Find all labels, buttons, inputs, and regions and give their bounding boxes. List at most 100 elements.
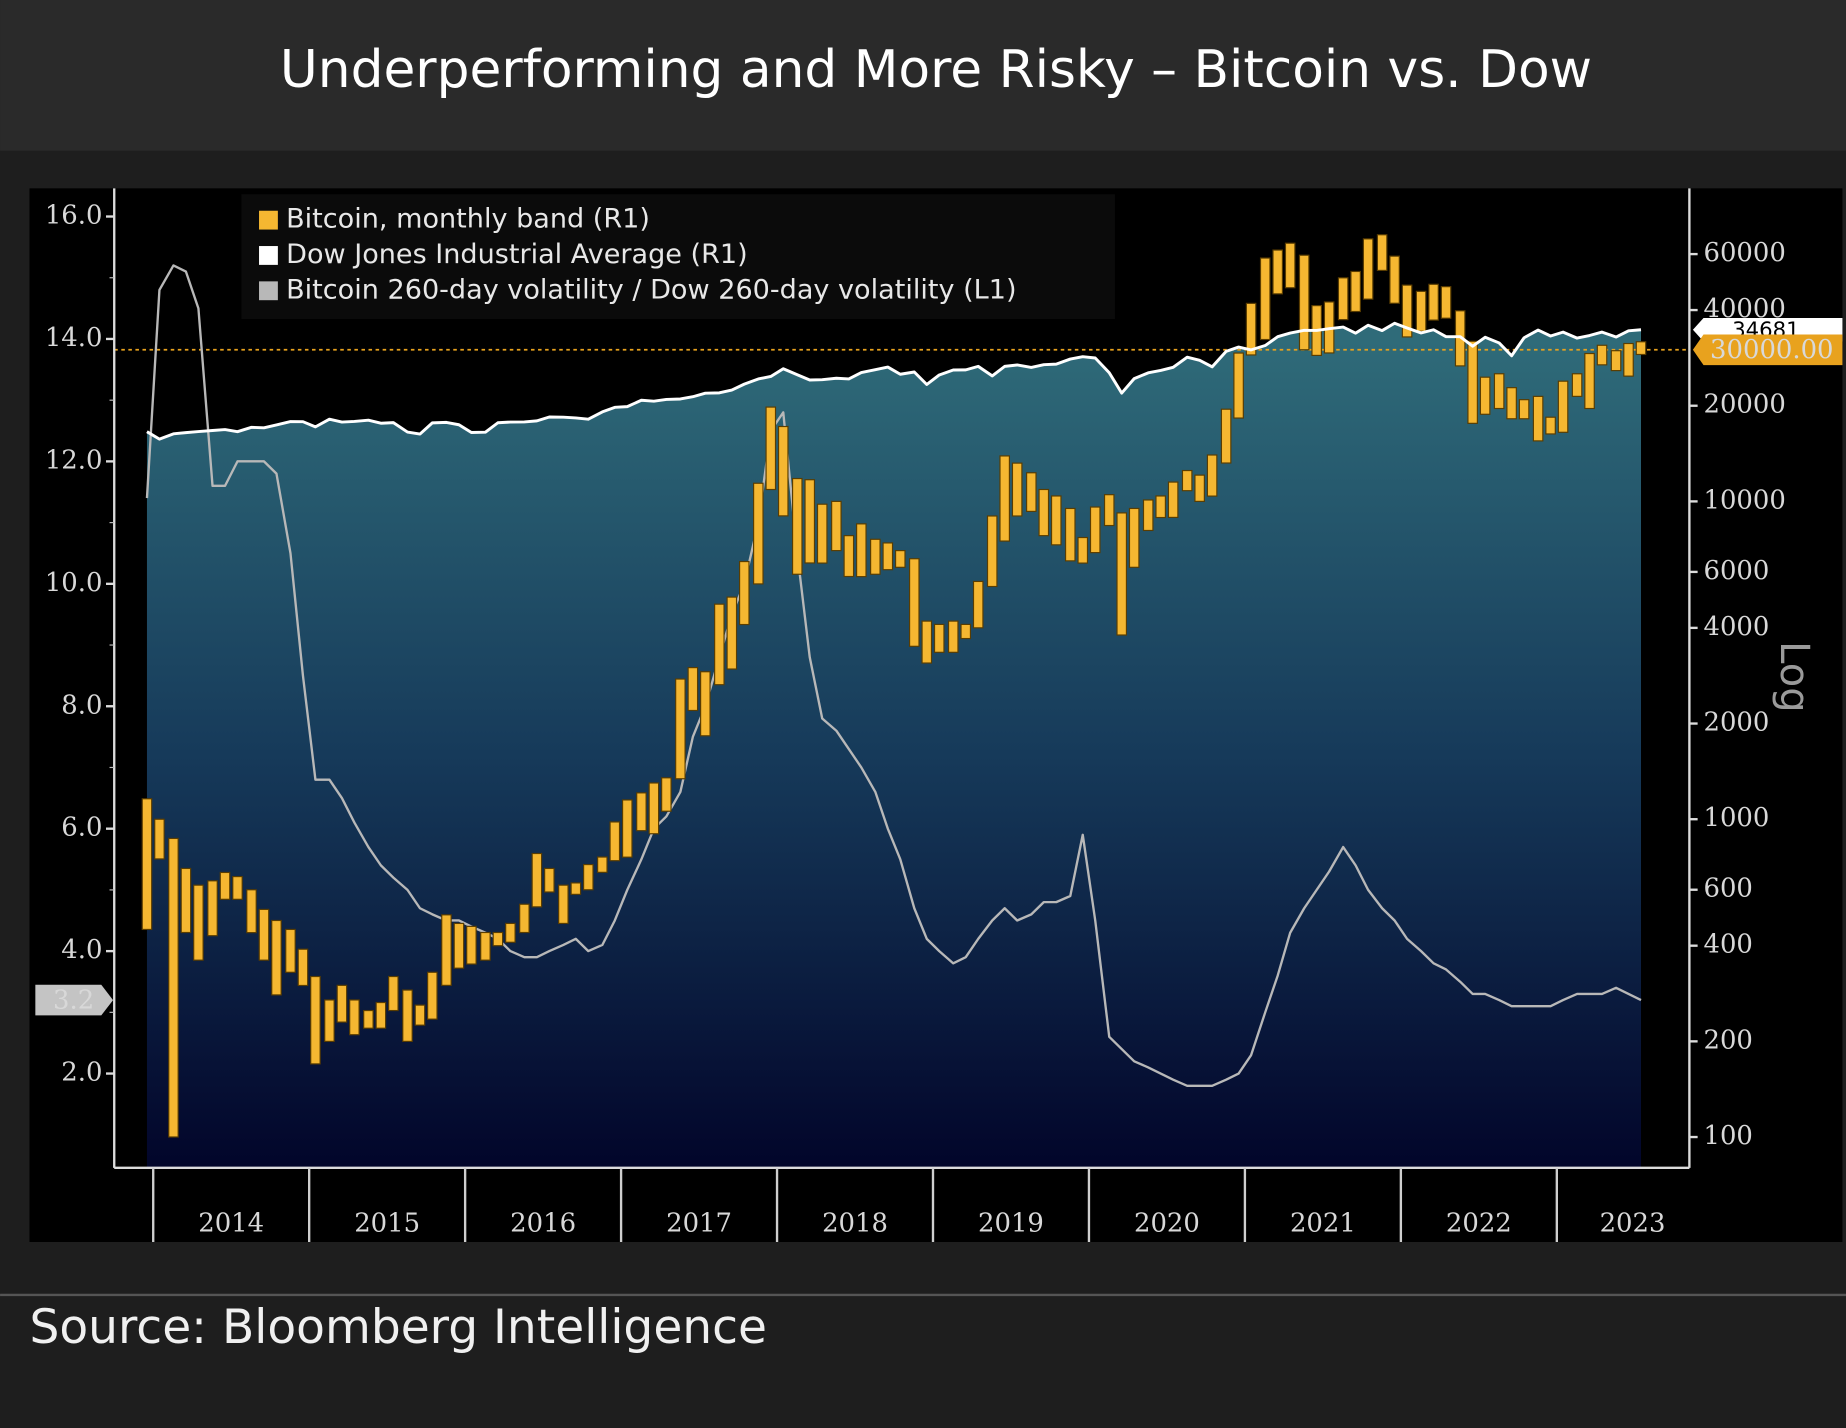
bitcoin-band: [1181, 469, 1193, 492]
last-value-box: [35, 984, 114, 1016]
bitcoin-band: [986, 515, 998, 588]
bitcoin-band: [1350, 270, 1361, 313]
bitcoin-band: [219, 871, 231, 900]
bitcoin-band: [933, 623, 945, 653]
x-tick-label: 2023: [1600, 1208, 1666, 1238]
bitcoin-band: [908, 558, 920, 647]
legend-swatch: [259, 281, 278, 301]
bitcoin-band: [714, 603, 725, 686]
bitcoin-band: [1532, 395, 1544, 442]
y2-tick-label: 60000: [1704, 238, 1786, 268]
y-tick-label: 10.0: [45, 568, 103, 598]
bitcoin-band: [1623, 342, 1634, 377]
bitcoin-band: [960, 623, 972, 640]
bitcoin-band: [1155, 495, 1166, 519]
y2-tick-label: 400: [1704, 930, 1753, 960]
bitcoin-band: [1362, 238, 1374, 300]
bitcoin-band: [1259, 257, 1271, 341]
bitcoin-band: [675, 678, 686, 780]
bitcoin-band: [207, 880, 218, 937]
bitcoin-band: [441, 914, 452, 986]
bitcoin-band: [531, 852, 543, 908]
bitcoin-band: [1245, 302, 1257, 356]
bitcoin-band: [1506, 387, 1517, 420]
bitcoin-band: [1194, 474, 1205, 502]
bitcoin-band: [661, 777, 672, 812]
bitcoin-band: [363, 1009, 374, 1029]
bitcoin-band: [1167, 481, 1179, 518]
bitcoin-band: [1557, 380, 1569, 433]
bitcoin-band: [972, 580, 984, 629]
bitcoin-band: [1233, 352, 1244, 419]
bitcoin-band: [1401, 284, 1413, 338]
bitcoin-band: [388, 975, 399, 1012]
bitcoin-band: [141, 798, 153, 931]
bitcoin-band: [1428, 283, 1439, 321]
bitcoin-band: [648, 782, 660, 835]
bitcoin-band: [1298, 254, 1310, 351]
bitcoin-band: [1077, 536, 1089, 564]
legend-label: Bitcoin, monthly band (R1): [286, 204, 650, 235]
bitcoin-band: [894, 550, 906, 568]
bitcoin-band: [791, 477, 803, 575]
bitcoin-band: [1635, 341, 1647, 356]
bitcoin-band: [1376, 234, 1388, 272]
x-tick-label: 2018: [822, 1208, 888, 1238]
bitcoin-band: [168, 837, 179, 1138]
bitcoin-band: [505, 922, 516, 943]
bitcoin-band: [324, 999, 335, 1042]
bitcoin-band: [336, 984, 348, 1023]
bitcoin-band: [1011, 462, 1023, 517]
bitcoin-band: [1089, 506, 1101, 554]
overlay: 2.0 4.0 6.0 8.0 10.0 12.0 14.0 16.0 100 200 400 600…: [35, 188, 1843, 1242]
bitcoin-band: [1571, 373, 1583, 397]
bitcoin-band: [466, 925, 477, 965]
y2-tick-label: 600: [1704, 874, 1753, 904]
y2-tick-label: 4000: [1704, 612, 1770, 642]
bitcoin-band: [816, 503, 828, 564]
bitcoin-band: [1337, 277, 1349, 321]
bitcoin-band: [870, 538, 881, 575]
y2-tick-label: 6000: [1704, 556, 1770, 586]
volatility-line: [145, 264, 1642, 1087]
bitcoin-band: [831, 500, 842, 552]
reference-label: 30000.00: [1710, 335, 1833, 365]
bitcoin-band: [1596, 344, 1608, 366]
bitcoin-band: [1389, 255, 1400, 304]
source-note: Source: Bloomberg Intelligence: [29, 1300, 767, 1355]
x-tick-label: 2016: [510, 1208, 576, 1238]
bitcoin-band: [285, 928, 296, 973]
bitcoin-band: [1064, 507, 1076, 562]
bitcoin-band: [843, 535, 855, 578]
bitcoin-band: [1284, 242, 1296, 289]
bitcoin-band: [480, 931, 491, 961]
bitcoin-band: [947, 620, 959, 653]
bitcoin-band: [1610, 350, 1622, 372]
y2-tick-label: 100: [1704, 1121, 1753, 1151]
x-tick-label: 2017: [666, 1208, 732, 1238]
y-tick-label: 8.0: [61, 690, 102, 720]
bitcoin-band: [1545, 416, 1556, 435]
bitcoin-band: [232, 875, 243, 900]
bitcoin-band: [414, 1004, 426, 1026]
bitcoin-band: [777, 425, 789, 517]
x-tick-label: 2015: [354, 1208, 420, 1238]
bitcoin-band: [921, 620, 933, 664]
title-band: [0, 0, 1846, 151]
bitcoin-band: [597, 856, 608, 873]
legend-swatch: [259, 246, 278, 265]
bitcoin-band: [193, 884, 204, 961]
bitcoin-band: [753, 482, 764, 585]
bitcoin-band: [726, 596, 738, 670]
bitcoin-band: [154, 818, 165, 860]
bitcoin-band: [687, 667, 699, 712]
chart-title: Underperforming and More Risky – Bitcoin…: [280, 40, 1592, 100]
y-tick-label: 12.0: [45, 445, 103, 475]
bitcoin-band: [402, 989, 413, 1042]
bitcoin-band: [1415, 290, 1427, 332]
y-tick-label: 16.0: [45, 201, 103, 231]
bitcoin-band: [492, 931, 504, 947]
y2-tick-label: 20000: [1704, 390, 1786, 420]
bitcoin-band: [804, 479, 816, 564]
bitcoin-band: [1103, 494, 1115, 527]
